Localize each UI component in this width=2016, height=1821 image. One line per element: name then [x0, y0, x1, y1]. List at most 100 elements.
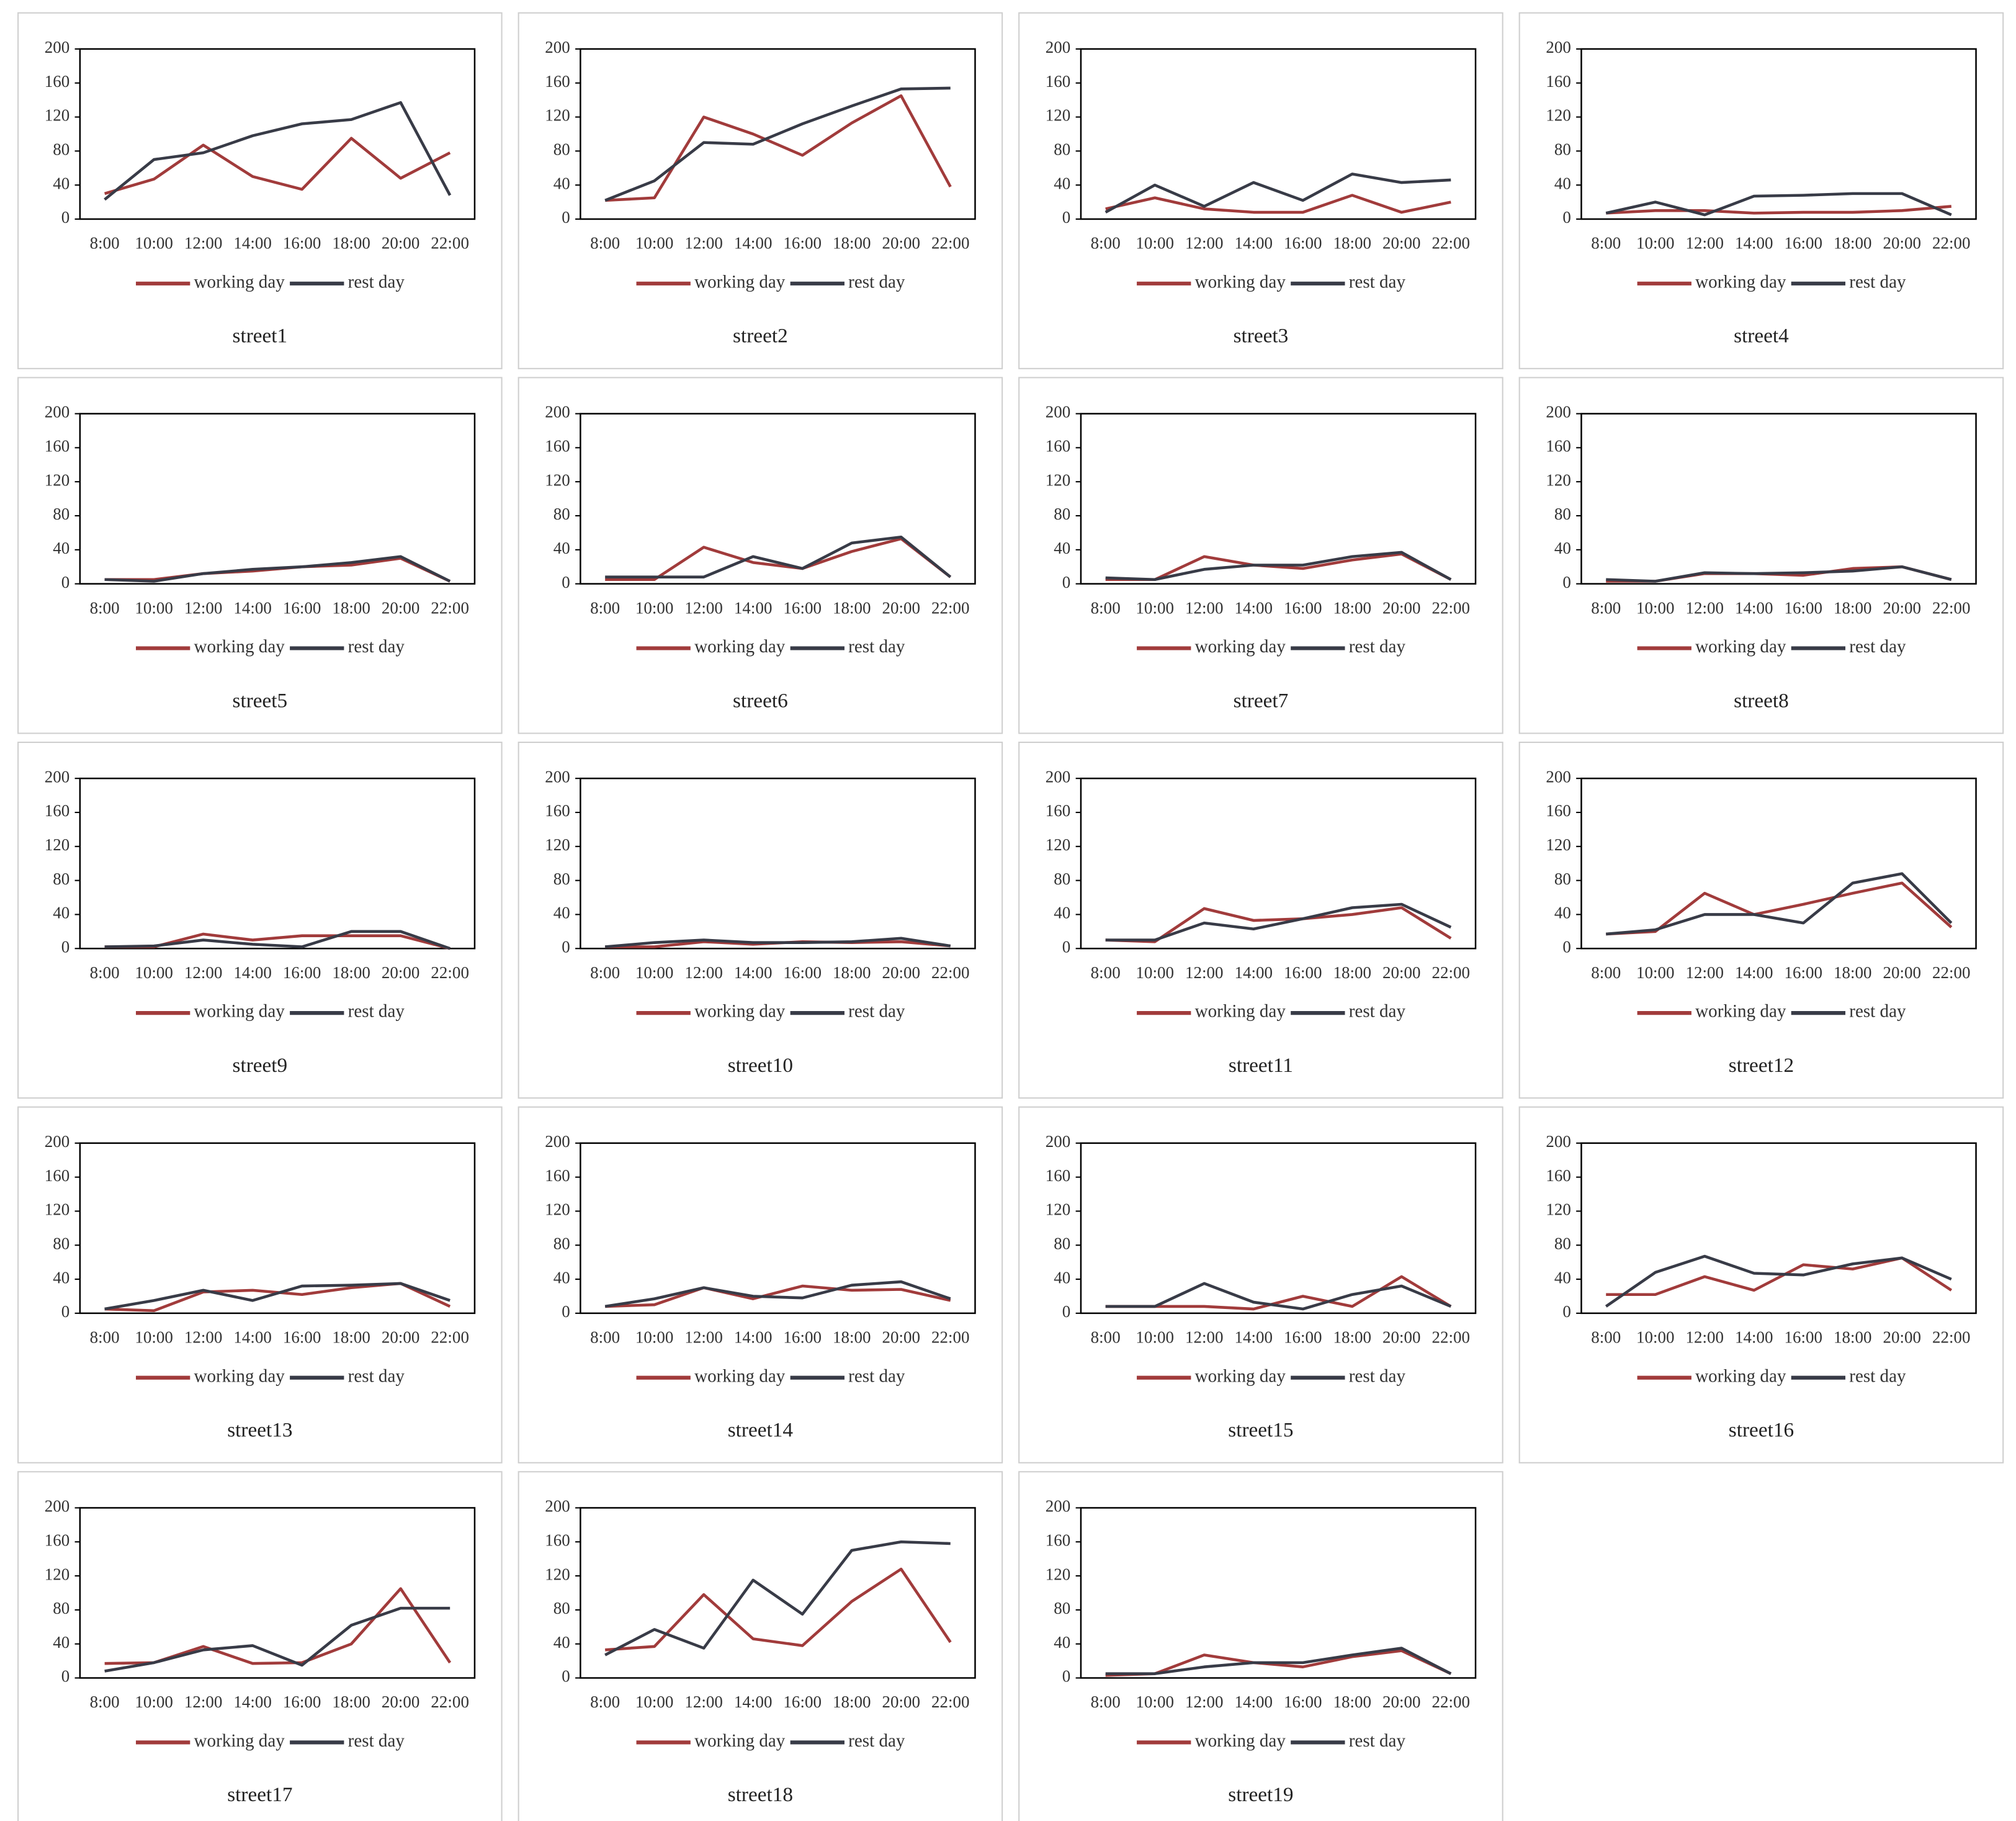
y-tick-label: 0 [562, 208, 570, 227]
x-tick-label: 8:00 [1091, 1693, 1121, 1711]
chart-panel: 0 40 80 120 160 200 8:00 10:00 12:00 14:00 16:00 18… [517, 741, 1003, 1099]
x-tick-label: 8:00 [90, 963, 120, 982]
plot-frame [1580, 413, 1977, 585]
series-line [605, 537, 952, 582]
x-tick-label: 22:00 [931, 234, 970, 253]
y-tick-label: 0 [1562, 1302, 1571, 1321]
x-tick-label: 20:00 [882, 963, 920, 982]
x-tick-label: 10:00 [1136, 598, 1174, 617]
series-line [1105, 194, 1451, 214]
plot-frame [580, 1142, 976, 1315]
x-tick-label: 8:00 [590, 1328, 620, 1347]
x-tick-label: 20:00 [1382, 1328, 1421, 1347]
y-tick-label: 80 [1054, 1234, 1070, 1252]
x-tick-label: 8:00 [90, 234, 120, 253]
panel-border [1518, 1106, 2004, 1464]
x-tick-label: 16:00 [283, 234, 321, 253]
y-tick-label: 120 [545, 835, 570, 854]
y-tick-label: 40 [1054, 1268, 1070, 1287]
chart-title: street14 [728, 1419, 794, 1442]
panel-border [1018, 377, 1503, 734]
y-tick-label: 40 [53, 1633, 69, 1652]
y-tick-label: 40 [53, 174, 69, 192]
y-tick-label: 200 [1046, 1497, 1071, 1516]
y-tick-label: 40 [53, 539, 69, 557]
legend: working day rest day [1637, 272, 1906, 292]
chart-title: street2 [733, 325, 788, 348]
x-tick-label: 10:00 [1636, 598, 1675, 617]
series-line [605, 1567, 952, 1652]
y-tick-label: 40 [1054, 904, 1070, 922]
chart-panel: 0 40 80 120 160 200 8:00 10:00 12:00 14:00 16:00 18… [17, 741, 503, 1099]
y-tick-label: 200 [1546, 403, 1571, 421]
plot-frame [1580, 777, 1977, 950]
y-tick-label: 0 [1562, 937, 1571, 956]
x-tick-label: 8:00 [590, 1693, 620, 1711]
legend-label: working day [194, 637, 285, 657]
panel-border [17, 741, 503, 1099]
chart-panel: 0 40 80 120 160 200 8:00 10:00 12:00 14:00 16:00 18… [1518, 377, 2004, 734]
y-tick-label: 80 [1554, 140, 1571, 159]
x-tick-label: 12:00 [684, 1328, 723, 1347]
panel-border [1518, 741, 2004, 1099]
x-tick-label: 16:00 [1284, 1328, 1322, 1347]
y-tick-label: 0 [562, 1667, 570, 1686]
legend: working day rest day [636, 1731, 905, 1751]
x-tick-label: 20:00 [382, 963, 420, 982]
chart-title: street1 [233, 325, 288, 348]
series-line [1606, 872, 1953, 936]
y-tick-label: 0 [1562, 208, 1571, 227]
y-tick-label: 80 [53, 1234, 69, 1252]
y-tick-label: 120 [1046, 106, 1071, 125]
chart-title: street18 [728, 1783, 793, 1806]
x-tick-label: 16:00 [1785, 234, 1823, 253]
y-tick-label: 40 [553, 174, 570, 192]
legend-label: rest day [348, 1731, 405, 1751]
x-tick-label: 14:00 [734, 963, 773, 982]
x-tick-label: 18:00 [833, 963, 871, 982]
chart-title: street13 [227, 1419, 292, 1442]
plot-frame [580, 413, 976, 585]
chart-title: street16 [1729, 1419, 1794, 1442]
x-tick-label: 12:00 [184, 1328, 223, 1347]
legend: working day rest day [136, 1731, 405, 1751]
legend-label: working day [1695, 1002, 1786, 1022]
series-line [1104, 173, 1451, 214]
x-tick-label: 18:00 [332, 234, 370, 253]
x-tick-label: 18:00 [332, 1693, 370, 1711]
x-tick-label: 12:00 [684, 598, 723, 617]
legend-label: working day [1195, 637, 1286, 657]
x-tick-label: 10:00 [135, 1693, 173, 1711]
x-tick-label: 8:00 [90, 598, 120, 617]
y-tick-label: 200 [1546, 1132, 1571, 1151]
chart-title: street12 [1729, 1054, 1794, 1077]
y-tick-label: 160 [1046, 1166, 1071, 1185]
x-tick-label: 22:00 [1932, 234, 1971, 253]
chart-panel: 0 40 80 120 160 200 8:00 10:00 12:00 14:00 16:00 18… [17, 1471, 503, 1821]
panel-border [517, 1106, 1003, 1464]
y-tick-label: 0 [562, 573, 570, 591]
series-line [1605, 192, 1952, 217]
legend-label: rest day [1349, 637, 1406, 657]
legend-label: working day [194, 1731, 285, 1751]
y-tick-label: 200 [1046, 767, 1071, 786]
x-tick-label: 22:00 [1431, 1693, 1470, 1711]
y-tick-label: 200 [1546, 38, 1571, 56]
y-tick-label: 120 [1546, 470, 1571, 489]
chart-title: street9 [233, 1054, 288, 1077]
chart-panel: 0 40 80 120 160 200 8:00 10:00 12:00 14:00 16:00 18… [1018, 12, 1503, 369]
x-tick-label: 8:00 [1091, 1328, 1121, 1347]
y-tick-label: 160 [1546, 1166, 1571, 1185]
y-tick-label: 40 [1554, 904, 1571, 922]
legend: working day rest day [1137, 637, 1405, 657]
legend: working day rest day [636, 637, 905, 657]
x-tick-label: 20:00 [1883, 234, 1922, 253]
legend-label: rest day [1849, 1002, 1906, 1022]
x-tick-label: 18:00 [833, 234, 871, 253]
plot-frame [79, 777, 476, 950]
series-line [604, 86, 951, 202]
y-tick-label: 200 [1546, 767, 1571, 786]
y-tick-label: 160 [545, 72, 570, 91]
chart-title: street10 [728, 1054, 793, 1077]
series-line [1105, 902, 1452, 942]
